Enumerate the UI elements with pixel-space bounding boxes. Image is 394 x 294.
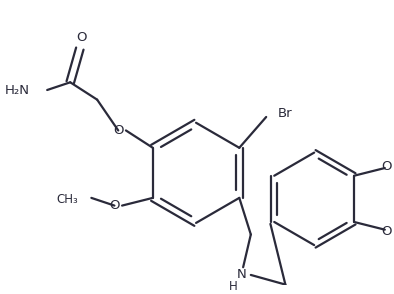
Text: O: O [381,160,392,173]
Text: H: H [229,280,238,293]
Text: O: O [76,31,87,44]
Text: O: O [113,124,123,137]
Text: CH₃: CH₃ [56,193,78,206]
Text: H₂N: H₂N [5,83,30,96]
Text: O: O [381,225,392,238]
Text: N: N [236,268,246,281]
Text: O: O [109,199,120,212]
Text: Br: Br [278,107,292,120]
